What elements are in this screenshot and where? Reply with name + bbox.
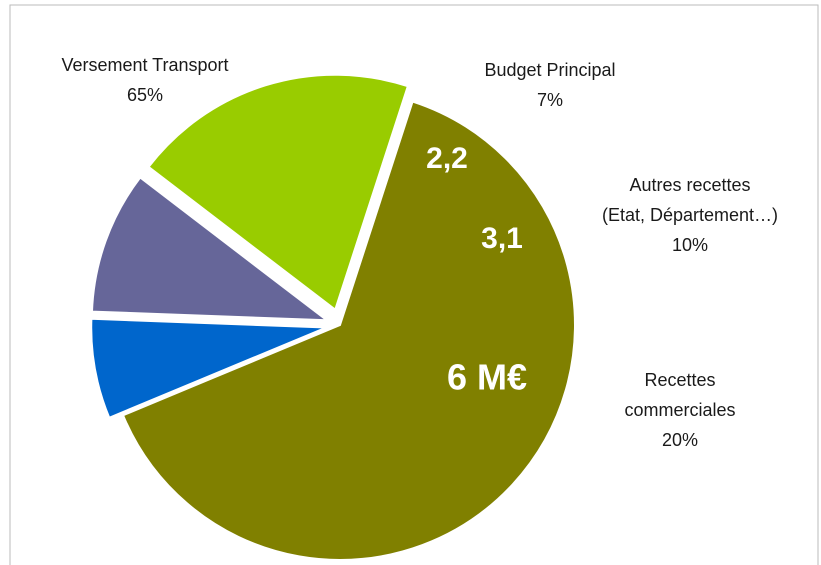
percent-label: 20% [661,430,699,450]
pie-slice [147,73,410,312]
pie-slice [90,317,327,420]
category-label: Budget Principal [484,60,616,80]
category-label: Recettes commerciales [624,370,736,420]
category-label: Autres recettes (Etat, Département…) [601,175,779,225]
pie-slice [90,176,330,322]
category-label: Versement Transport [61,55,229,75]
percent-label: 10% [671,235,709,255]
percent-label: 7% [536,90,563,110]
slice-label: 3,1 [481,222,523,255]
percent-label: 65% [126,85,164,105]
frame [9,4,819,565]
pie-slice [121,100,576,561]
slice-label: 6 M€ [447,357,527,398]
slice-label: 2,2 [426,142,468,175]
